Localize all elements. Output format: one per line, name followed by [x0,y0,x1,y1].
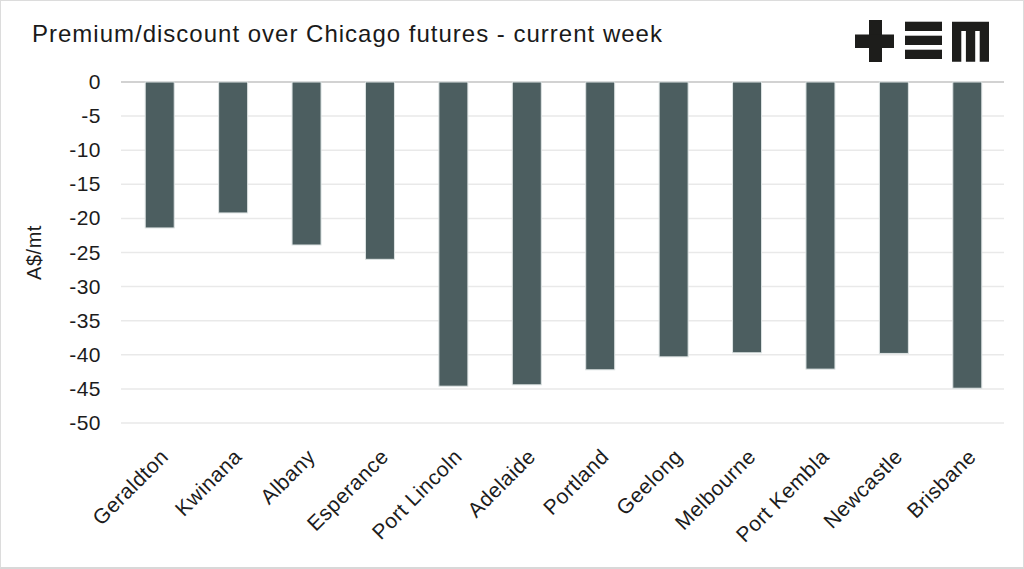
x-tick-label: Portland [539,445,613,519]
bar-port-lincoln [439,82,468,386]
x-tick-label: Geraldton [88,445,173,530]
y-tick-label: -50 [69,411,101,434]
y-tick-label: -35 [69,309,101,332]
x-tick-label: Geelong [612,445,687,520]
bar-newcastle [879,82,908,353]
y-tick-label: -25 [69,241,101,264]
bar-albany [292,82,321,245]
y-tick-label: -5 [81,104,101,127]
y-tick-label: -20 [69,206,101,229]
bar-kwinana [219,82,248,213]
bar-port-kembla [806,82,835,369]
x-tick-label: Adelaide [463,445,540,522]
bar-chart: 0 -5 -10 -15 -20 -25 -30 -35 -40 -45 -50 A$/mt Geral… [1,1,1024,569]
y-tick-label: -15 [69,172,101,195]
bar-melbourne [733,82,762,353]
y-axis-title: A$/mt [23,225,45,280]
y-tick-label: -30 [69,275,101,298]
x-tick-label: Brisbane [902,445,980,523]
bar-geelong [659,82,688,357]
y-tick-label: -10 [69,138,101,161]
bar-adelaide [512,82,541,385]
x-tick-label: Albany [256,445,320,509]
y-tick-label: -45 [69,377,101,400]
chart-card: Premium/discount over Chicago futures - … [0,0,1024,569]
bar-esperance [365,82,394,259]
x-tick-label: Newcastle [819,445,907,533]
y-tick-label: 0 [89,70,101,93]
bar-brisbane [953,82,982,388]
y-tick-label: -40 [69,343,101,366]
bar-geraldton [145,82,174,228]
x-tick-label: Kwinana [170,445,246,521]
bar-portland [586,82,615,370]
